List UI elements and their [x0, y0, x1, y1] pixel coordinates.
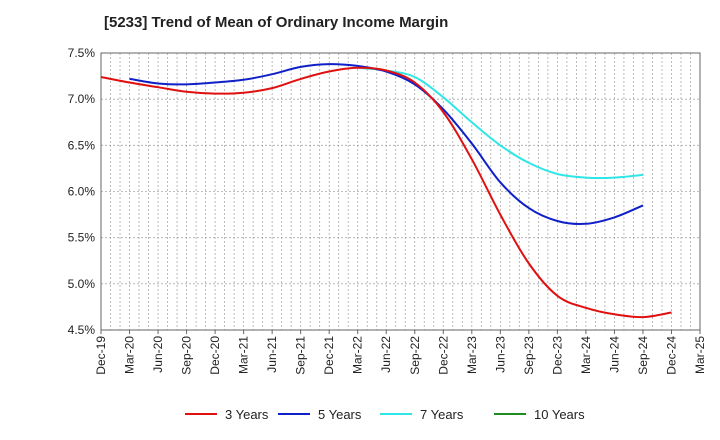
y-tick-label: 7.5% [68, 46, 96, 60]
series-line-7-years [357, 66, 644, 180]
legend-label: 5 Years [318, 407, 362, 422]
x-tick-label: Dec-24 [664, 336, 678, 375]
legend-label: 3 Years [225, 407, 269, 422]
x-tick-label: Jun-21 [265, 336, 279, 373]
x-tick-label: Dec-23 [550, 336, 564, 375]
legend-label: 7 Years [420, 407, 464, 422]
x-tick-label: Jun-23 [493, 336, 507, 373]
x-tick-label: Jun-24 [607, 336, 621, 373]
x-tick-label: Dec-22 [436, 336, 450, 375]
plot-border [100, 52, 701, 331]
x-tick-label: Dec-20 [208, 336, 222, 375]
y-tick-label: 6.5% [68, 138, 96, 152]
y-tick-label: 5.5% [68, 231, 96, 245]
x-tick-label: Mar-23 [465, 336, 479, 374]
y-tick-label: 6.0% [68, 185, 96, 199]
y-tick-label: 4.5% [68, 323, 96, 337]
y-tick-label: 5.0% [68, 277, 96, 291]
x-tick-label: Mar-22 [351, 336, 365, 374]
legend-label: 10 Years [534, 407, 585, 422]
x-tick-label: Mar-24 [579, 336, 593, 374]
x-tick-label: Dec-21 [322, 336, 336, 375]
chart-title: [5233] Trend of Mean of Ordinary Income … [104, 14, 449, 31]
plot-area [101, 53, 700, 330]
x-tick-label: Sep-24 [636, 336, 650, 375]
x-tick-label: Jun-20 [151, 336, 165, 373]
x-tick-label: Jun-22 [379, 336, 393, 373]
x-tick-label: Mar-21 [237, 336, 251, 374]
y-tick-label: 7.0% [68, 92, 96, 106]
x-tick-label: Dec-19 [94, 336, 108, 375]
series-line-3-years [100, 66, 672, 319]
x-tick-label: Sep-20 [180, 336, 194, 375]
x-tick-label: Sep-22 [408, 336, 422, 375]
x-tick-label: Sep-23 [522, 336, 536, 375]
x-tick-label: Mar-20 [123, 336, 137, 374]
x-tick-label: Mar-25 [693, 336, 707, 374]
x-tick-label: Sep-21 [294, 336, 308, 375]
